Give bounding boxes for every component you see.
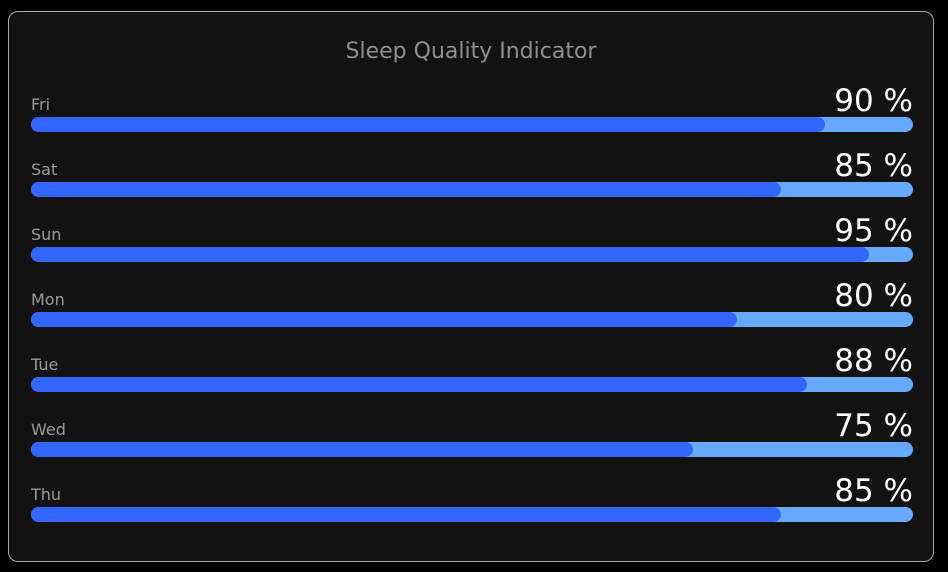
value-label: 88 % xyxy=(834,343,913,379)
bar-row-thu: Thu 85 % xyxy=(31,473,913,533)
value-label: 75 % xyxy=(834,408,913,444)
bar-fill xyxy=(31,182,781,197)
bar-row-mon: Mon 80 % xyxy=(31,278,913,338)
bar-fill xyxy=(31,117,825,132)
value-label: 85 % xyxy=(834,473,913,509)
bar-row-fri: Fri 90 % xyxy=(31,83,913,143)
bar-fill xyxy=(31,312,737,327)
value-label: 90 % xyxy=(834,83,913,119)
bar-track xyxy=(31,247,913,262)
bar-fill xyxy=(31,507,781,522)
bar-track xyxy=(31,312,913,327)
bar-fill xyxy=(31,247,869,262)
category-label: Tue xyxy=(31,355,59,374)
bar-row-tue: Tue 88 % xyxy=(31,343,913,403)
bar-row-sun: Sun 95 % xyxy=(31,213,913,273)
bar-fill xyxy=(31,377,807,392)
bar-fill xyxy=(31,442,693,457)
category-label: Sun xyxy=(31,225,62,244)
bar-track xyxy=(31,182,913,197)
category-label: Wed xyxy=(31,420,66,439)
category-label: Fri xyxy=(31,95,51,114)
bar-track xyxy=(31,377,913,392)
bar-track xyxy=(31,507,913,522)
bar-track xyxy=(31,117,913,132)
category-label: Mon xyxy=(31,290,65,309)
value-label: 95 % xyxy=(834,213,913,249)
sleep-quality-panel: Sleep Quality Indicator Fri 90 % Sat 85 % Su… xyxy=(8,11,934,562)
bar-track xyxy=(31,442,913,457)
bar-row-sat: Sat 85 % xyxy=(31,148,913,208)
chart-title: Sleep Quality Indicator xyxy=(345,39,597,64)
bar-row-wed: Wed 75 % xyxy=(31,408,913,468)
value-label: 80 % xyxy=(834,278,913,314)
category-label: Thu xyxy=(31,485,62,504)
value-label: 85 % xyxy=(834,148,913,184)
category-label: Sat xyxy=(31,160,58,179)
